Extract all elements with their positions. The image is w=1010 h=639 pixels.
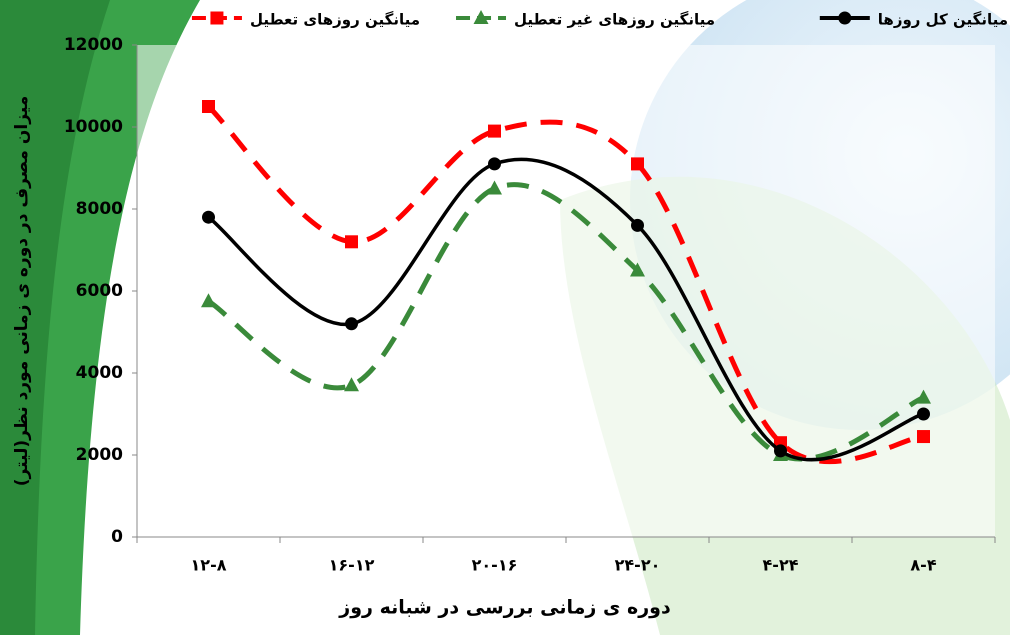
legend-label: میانگین کل روزها bbox=[878, 11, 1008, 29]
y-tick-label: 0 bbox=[111, 527, 123, 547]
y-tick-label: 2000 bbox=[76, 445, 123, 465]
legend-marker bbox=[838, 11, 852, 25]
point bbox=[488, 124, 501, 138]
point bbox=[345, 235, 358, 249]
point bbox=[774, 444, 787, 458]
x-tick-label: ۱۶-۱۲ bbox=[329, 556, 375, 575]
series-line bbox=[207, 157, 925, 462]
legend: میانگین کل روزها میانگین روزهای غیر تعطیل… bbox=[191, 10, 1008, 29]
green-leaf-dark bbox=[0, 0, 110, 635]
point bbox=[487, 180, 502, 195]
point bbox=[488, 157, 501, 171]
x-tick-label: ۲۴-۲۰ bbox=[615, 556, 661, 575]
x-tick-label: ۴-۲۴ bbox=[763, 556, 799, 575]
series-line bbox=[207, 182, 925, 462]
x-tick-label: ۲۰-۱۶ bbox=[472, 556, 518, 575]
point bbox=[917, 430, 930, 444]
point bbox=[916, 389, 931, 404]
legend-label: میانگین روزهای تعطیل bbox=[250, 11, 420, 29]
point bbox=[201, 293, 216, 308]
point bbox=[917, 407, 930, 421]
plot-area bbox=[137, 45, 995, 537]
y-tick-label: 6000 bbox=[76, 281, 123, 301]
legend-marker bbox=[210, 11, 224, 25]
x-tick-label: ۸-۴ bbox=[910, 556, 936, 575]
x-axis-title: دوره ی زمانی بررسی در شبانه روز bbox=[338, 597, 671, 619]
legend-marker bbox=[473, 10, 489, 24]
point bbox=[630, 262, 645, 277]
point bbox=[631, 157, 644, 171]
series-line bbox=[206, 104, 924, 465]
y-tick-label: 12000 bbox=[64, 35, 123, 55]
point bbox=[202, 100, 215, 113]
x-tick-label: ۱۲-۸ bbox=[191, 556, 227, 575]
y-tick-label: 4000 bbox=[76, 363, 123, 383]
y-axis-title: میزان مصرف در دوره ی زمانی مورد نظر(لیتر… bbox=[12, 96, 32, 486]
legend-label: میانگین روزهای غیر تعطیل bbox=[514, 11, 715, 29]
y-tick-label: 8000 bbox=[76, 199, 123, 219]
point bbox=[202, 210, 215, 224]
point bbox=[631, 218, 644, 232]
point bbox=[344, 377, 359, 392]
point bbox=[345, 317, 358, 331]
y-tick-label: 10000 bbox=[64, 117, 123, 137]
